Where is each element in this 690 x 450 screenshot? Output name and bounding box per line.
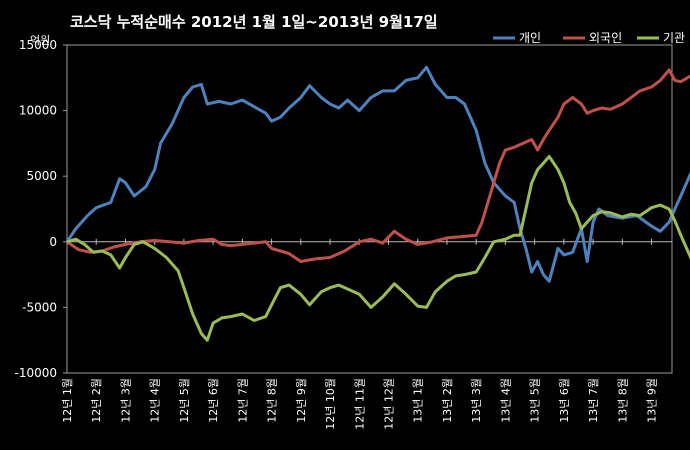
- y-axis: 15000 10000 5000 0 -5000 -10000: [14, 38, 67, 380]
- x-tick-label: 12년 1월: [61, 378, 74, 423]
- x-tick-label: 12년 8월: [266, 378, 279, 423]
- x-tick-label: 12년 7월: [236, 378, 249, 423]
- y-tick-label: 15000: [19, 38, 57, 52]
- x-tick-label: 12년 2월: [90, 378, 103, 423]
- unit-label: 억원: [30, 34, 50, 47]
- series-line-2: [66, 68, 690, 263]
- x-tick-label: 13년 6월: [558, 378, 571, 423]
- legend: 개인 외국인 기관: [493, 31, 685, 45]
- x-tick-label: 13년 4월: [499, 378, 512, 423]
- legend-label: 개인: [519, 31, 541, 45]
- x-tick-label: 12년 6월: [207, 378, 220, 423]
- x-tick-label: 12년 12월: [382, 378, 395, 430]
- x-tick-label: 13년 7월: [587, 378, 600, 423]
- x-tick-label: 12년 9월: [295, 378, 308, 423]
- legend-label: 외국인: [589, 31, 622, 45]
- x-tick-label: 13년 9월: [646, 378, 659, 423]
- y-tick-label: -10000: [14, 366, 57, 380]
- y-tick-label: 5000: [26, 169, 57, 183]
- x-axis: 12년 1월 12년 2월 12년 3월 12년 4월 12년 5월 12년 6월 12년 …: [61, 238, 659, 430]
- y-tick-label: -5000: [22, 300, 57, 314]
- x-tick-label: 13년 3월: [470, 378, 483, 423]
- y-tick-label: 10000: [19, 104, 57, 118]
- x-tick-label: 12년 3월: [119, 378, 132, 423]
- chart-title: 코스닥 누적순매수 2012년 1월 1일~2013년 9월17일: [70, 13, 438, 31]
- x-tick-label: 12년 5월: [178, 378, 191, 423]
- plot-area: [66, 44, 673, 374]
- series-layer: [65, 65, 690, 342]
- x-tick-label: 13년 5월: [529, 378, 542, 423]
- x-tick-label: 12년 4월: [149, 378, 162, 423]
- x-tick-label: 13년 1월: [412, 378, 425, 423]
- x-tick-label: 12년 11월: [353, 378, 366, 430]
- legend-label: 기관: [663, 31, 685, 45]
- x-tick-label: 13년 2월: [441, 378, 454, 423]
- x-tick-label: 13년 8월: [616, 378, 629, 423]
- y-tick-label: 0: [49, 235, 57, 249]
- series-line-3: [66, 155, 690, 342]
- x-tick-label: 12년 10월: [324, 378, 337, 430]
